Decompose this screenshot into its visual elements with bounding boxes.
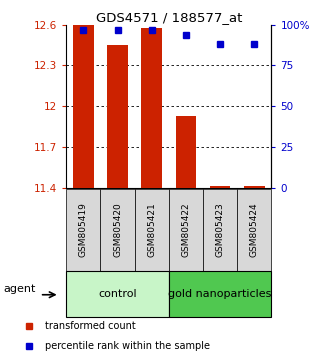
Text: GSM805419: GSM805419 (79, 202, 88, 257)
Text: agent: agent (3, 284, 36, 294)
Text: GSM805421: GSM805421 (147, 202, 156, 257)
Text: GSM805422: GSM805422 (181, 202, 190, 257)
Bar (210, 185, 230, 188)
Bar (169, 271, 271, 317)
Bar (73, 25, 94, 188)
Bar (107, 45, 128, 188)
Bar (176, 116, 196, 188)
Text: control: control (98, 289, 137, 299)
Text: GSM805424: GSM805424 (250, 202, 259, 257)
Bar (203, 189, 237, 271)
Text: gold nanoparticles: gold nanoparticles (168, 289, 272, 299)
Title: GDS4571 / 188577_at: GDS4571 / 188577_at (96, 11, 242, 24)
Bar (66, 189, 100, 271)
Text: GSM805420: GSM805420 (113, 202, 122, 257)
Text: transformed count: transformed count (45, 321, 136, 331)
Bar (141, 28, 162, 188)
Bar (244, 185, 264, 188)
Text: percentile rank within the sample: percentile rank within the sample (45, 341, 210, 351)
Bar (237, 189, 271, 271)
Bar (66, 271, 169, 317)
Bar (169, 189, 203, 271)
Text: GSM805423: GSM805423 (215, 202, 225, 257)
Bar (135, 189, 169, 271)
Bar (100, 189, 135, 271)
